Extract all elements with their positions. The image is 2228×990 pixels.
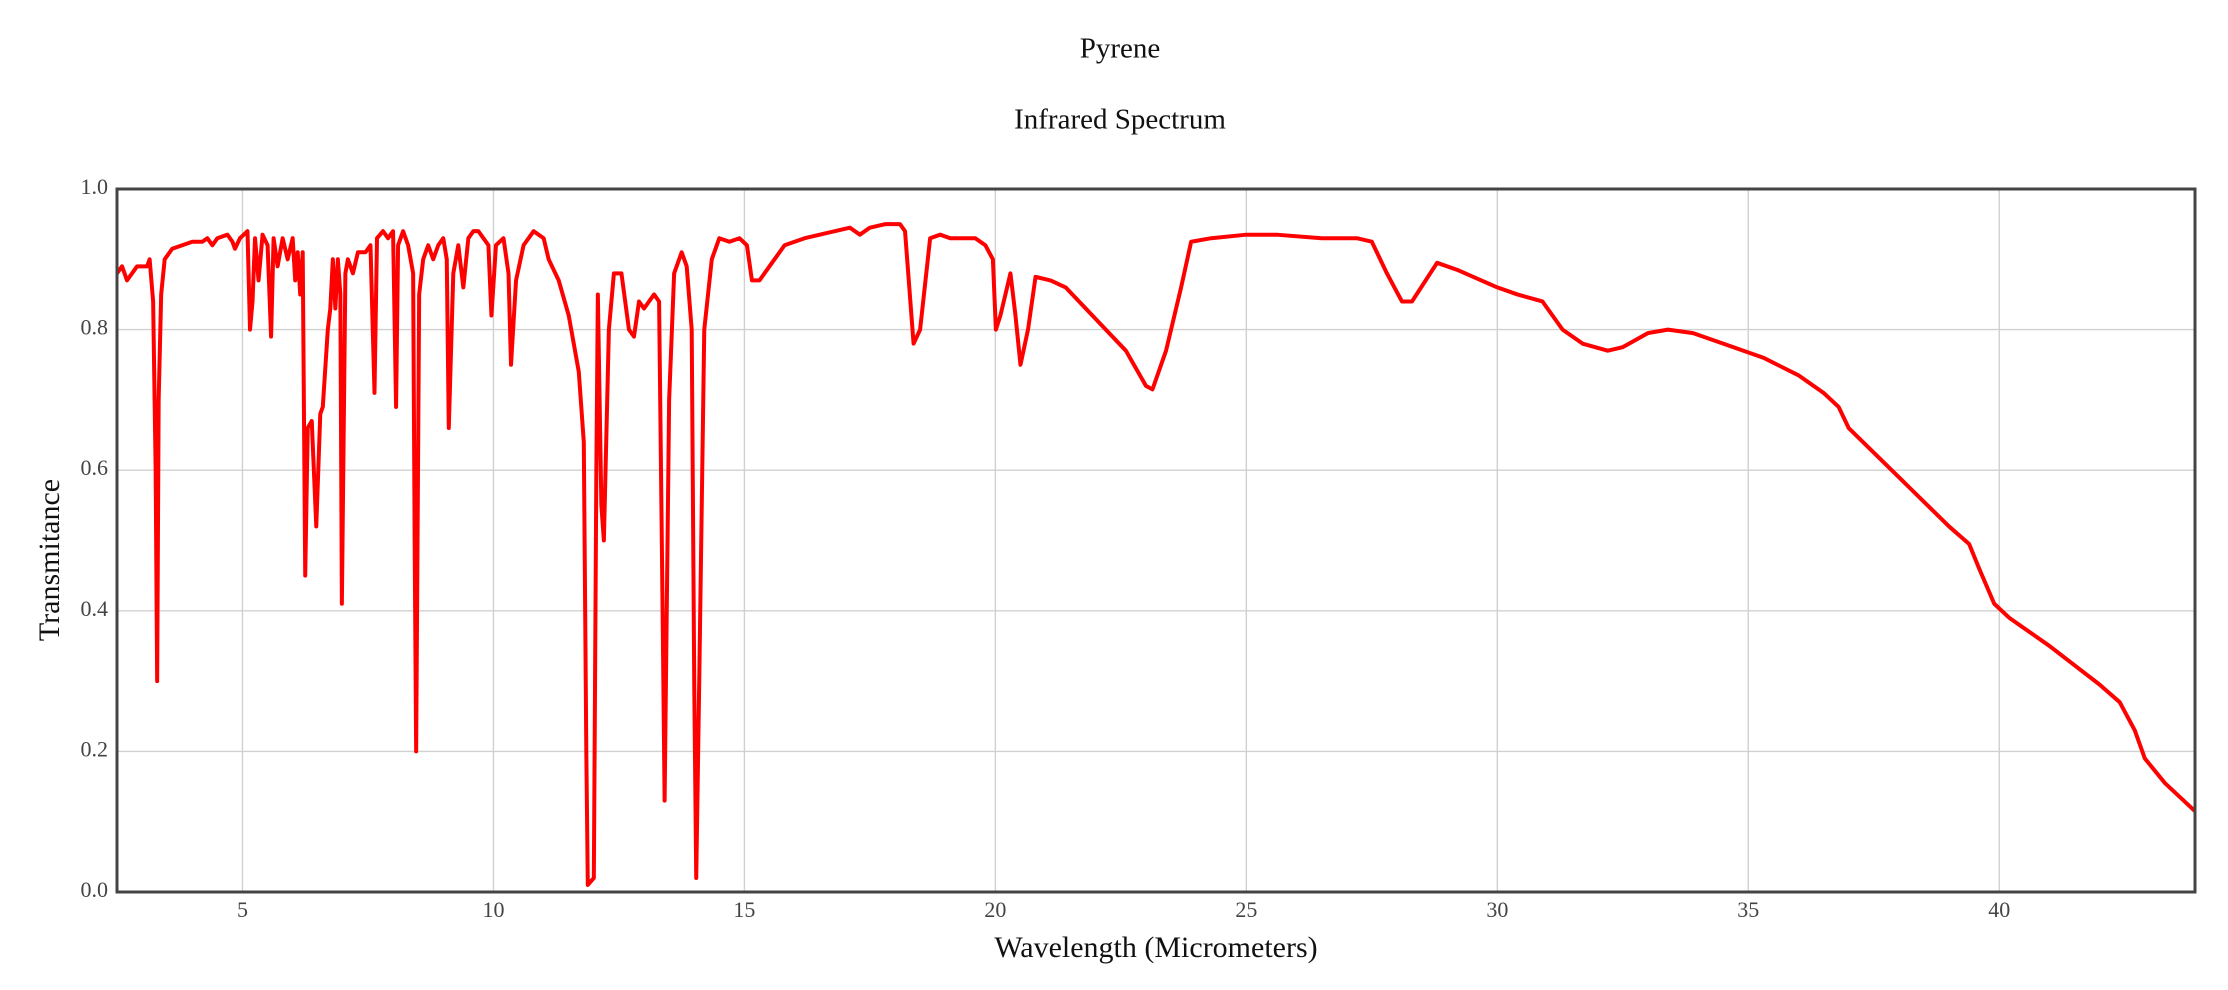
- x-tick-label: 25: [1235, 897, 1257, 922]
- y-tick-label: 0.2: [81, 736, 109, 761]
- y-tick-label: 0.4: [81, 596, 109, 621]
- spectrum-line: [115, 222, 2197, 887]
- x-tick-label: 40: [1988, 897, 2010, 922]
- x-tick-label: 20: [984, 897, 1006, 922]
- y-tick-label: 1.0: [81, 174, 109, 199]
- x-tick-label: 5: [237, 897, 248, 922]
- x-axis-label: Wavelength (Micrometers): [994, 931, 1317, 964]
- x-tick-label: 10: [482, 897, 504, 922]
- plot-frame: [115, 187, 2197, 894]
- x-tick-label: 35: [1737, 897, 1759, 922]
- y-axis-label: Transmitance: [33, 479, 66, 641]
- y-tick-label: 0.8: [81, 315, 109, 340]
- y-tick-label: 0.0: [81, 877, 109, 902]
- chart-subtitle: Infrared Spectrum: [1014, 104, 1226, 136]
- x-tick-label: 15: [733, 897, 755, 922]
- chart-title: Pyrene: [1080, 33, 1161, 65]
- y-tick-label: 0.6: [81, 455, 109, 480]
- x-tick-label: 30: [1486, 897, 1508, 922]
